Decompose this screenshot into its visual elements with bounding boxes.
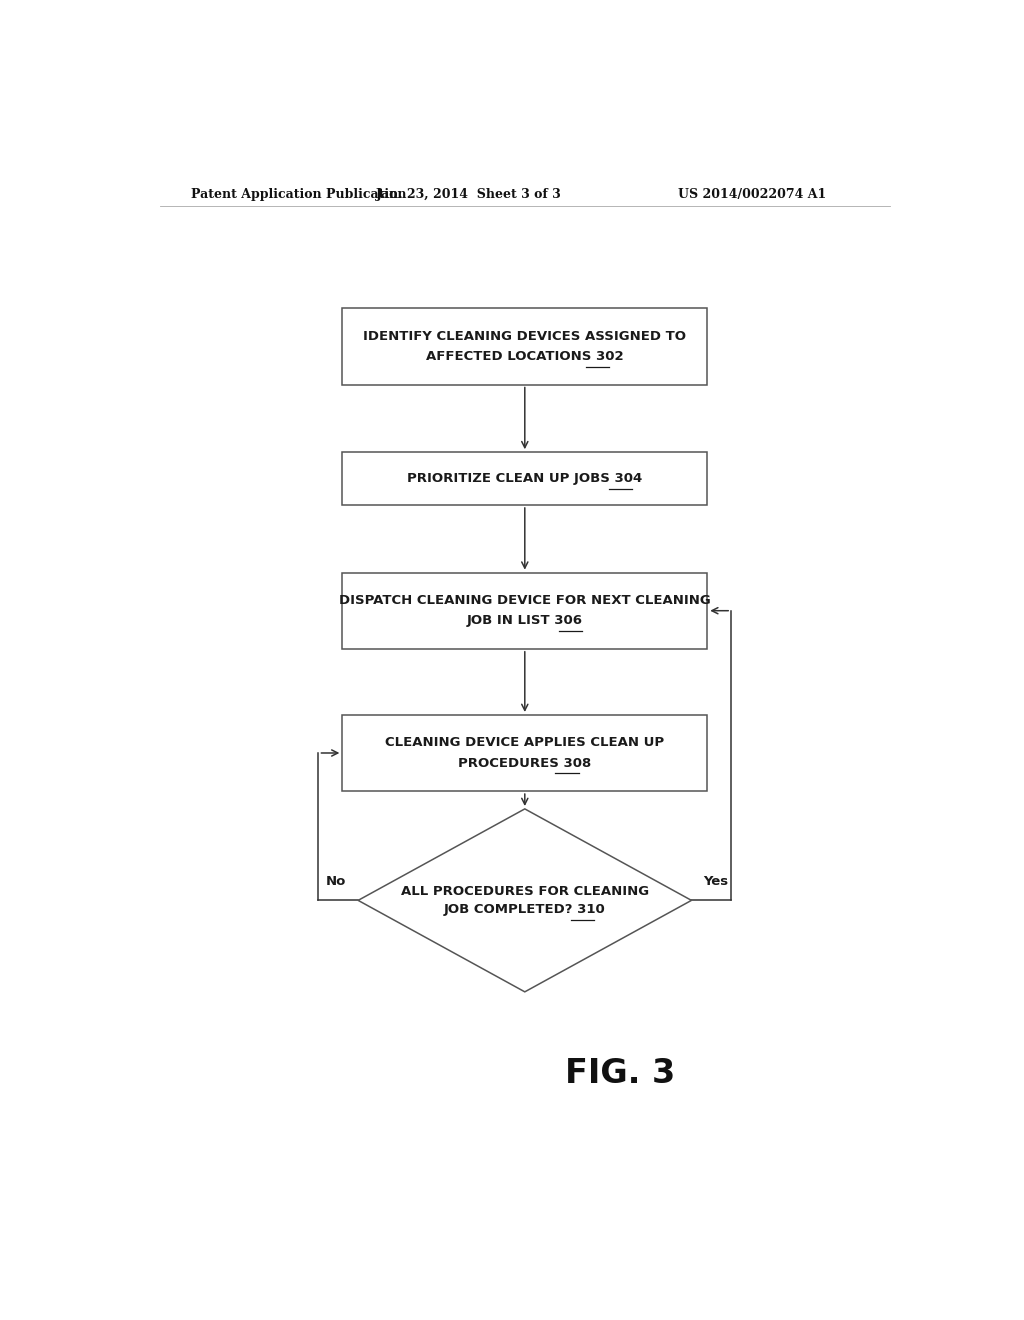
FancyBboxPatch shape — [342, 309, 708, 384]
Text: No: No — [326, 875, 346, 888]
Text: Jan. 23, 2014  Sheet 3 of 3: Jan. 23, 2014 Sheet 3 of 3 — [377, 189, 562, 202]
Text: Patent Application Publication: Patent Application Publication — [191, 189, 407, 202]
Text: DISPATCH CLEANING DEVICE FOR NEXT CLEANING: DISPATCH CLEANING DEVICE FOR NEXT CLEANI… — [339, 594, 711, 607]
Text: PRIORITIZE CLEAN UP JOBS 304: PRIORITIZE CLEAN UP JOBS 304 — [408, 473, 642, 484]
Text: CLEANING DEVICE APPLIES CLEAN UP: CLEANING DEVICE APPLIES CLEAN UP — [385, 737, 665, 750]
Text: IDENTIFY CLEANING DEVICES ASSIGNED TO: IDENTIFY CLEANING DEVICES ASSIGNED TO — [364, 330, 686, 343]
Text: JOB IN LIST 306: JOB IN LIST 306 — [467, 614, 583, 627]
Text: Yes: Yes — [703, 875, 728, 888]
Polygon shape — [358, 809, 691, 991]
FancyBboxPatch shape — [342, 715, 708, 791]
Text: JOB COMPLETED? 310: JOB COMPLETED? 310 — [444, 903, 605, 916]
Text: PROCEDURES 308: PROCEDURES 308 — [458, 756, 592, 770]
FancyBboxPatch shape — [342, 453, 708, 506]
FancyBboxPatch shape — [342, 573, 708, 649]
Text: US 2014/0022074 A1: US 2014/0022074 A1 — [678, 189, 826, 202]
Text: AFFECTED LOCATIONS 302: AFFECTED LOCATIONS 302 — [426, 350, 624, 363]
Text: FIG. 3: FIG. 3 — [565, 1056, 675, 1090]
Text: ALL PROCEDURES FOR CLEANING: ALL PROCEDURES FOR CLEANING — [400, 884, 649, 898]
